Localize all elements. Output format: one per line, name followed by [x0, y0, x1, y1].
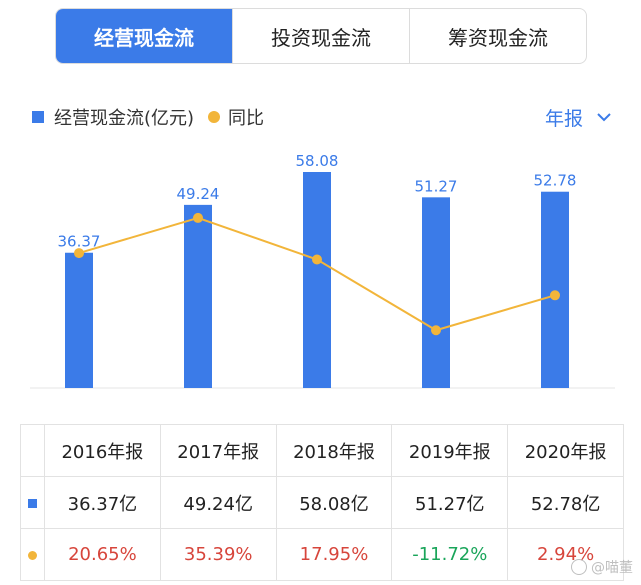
cashflow-chart: 36.37 49.24 58.08 51.27 52.78: [30, 152, 615, 389]
yoy-point: [312, 254, 322, 265]
table-header-cell: 2017年报: [159, 424, 277, 477]
yoy-point: [550, 290, 560, 301]
yoy-point: [431, 325, 441, 336]
tab-operating-cashflow[interactable]: 经营现金流: [56, 9, 232, 63]
tab-financing-cashflow[interactable]: 筹资现金流: [409, 9, 586, 63]
bar: [65, 252, 93, 388]
period-label: 年报: [544, 108, 583, 130]
table-cell: 52.78亿: [507, 476, 624, 529]
watermark-text: @喵董: [591, 560, 633, 576]
table-cell: -11.72%: [391, 528, 509, 581]
row-marker-cell: [20, 476, 45, 529]
table-cell: 20.65%: [44, 528, 161, 581]
table-header-row: 2016年报 2017年报 2018年报 2019年报 2020年报: [20, 424, 624, 477]
bar: [422, 197, 450, 388]
table-cell: 51.27亿: [391, 476, 509, 529]
bar-value-label: 51.27: [415, 177, 458, 195]
bar-value-label: 52.78: [534, 172, 577, 190]
table-header-cell: 2020年报: [507, 424, 624, 477]
table-header-cell: 2019年报: [391, 424, 509, 477]
row-marker-cell: [20, 528, 45, 581]
table-cell: 2.94%: [507, 528, 624, 581]
watermark-icon: [571, 559, 587, 575]
table-header-cell: 2016年报: [44, 424, 161, 477]
table-cell: 58.08亿: [275, 476, 393, 529]
legend-line-swatch: [208, 111, 221, 123]
bar-value-label: 49.24: [177, 185, 220, 203]
bar: [303, 172, 331, 388]
bar: [541, 191, 569, 388]
data-table: 2016年报 2017年报 2018年报 2019年报 2020年报 36.37…: [20, 424, 624, 581]
legend-line-label: 同比: [228, 108, 265, 129]
table-cell: 49.24亿: [159, 476, 277, 529]
line-marker-icon: [28, 551, 37, 560]
table-corner-cell: [20, 424, 45, 477]
bar-value-label: 36.37: [58, 233, 101, 251]
yoy-point: [193, 212, 203, 223]
watermark: @喵董: [571, 557, 633, 577]
table-cell: 35.39%: [159, 528, 277, 581]
table-row-cashflow: 36.37亿 49.24亿 58.08亿 51.27亿 52.78亿: [20, 476, 624, 529]
bar-value-label: 58.08: [296, 152, 339, 170]
legend-bar-swatch: [32, 111, 44, 123]
cashflow-tabs: 经营现金流 投资现金流 筹资现金流: [55, 8, 587, 64]
table-row-yoy: 20.65% 35.39% 17.95% -11.72% 2.94%: [20, 528, 624, 581]
period-selector[interactable]: 年报: [545, 104, 611, 131]
table-cell: 17.95%: [275, 528, 393, 581]
legend-bar-label: 经营现金流(亿元): [54, 108, 195, 129]
tab-investing-cashflow[interactable]: 投资现金流: [232, 9, 409, 63]
yoy-point: [74, 248, 84, 259]
chart-legend: 经营现金流(亿元) 同比: [32, 104, 264, 130]
bar-marker-icon: [28, 499, 37, 508]
bar: [184, 204, 212, 388]
table-cell: 36.37亿: [44, 476, 161, 529]
chevron-down-icon: [597, 113, 611, 122]
table-header-cell: 2018年报: [275, 424, 393, 477]
